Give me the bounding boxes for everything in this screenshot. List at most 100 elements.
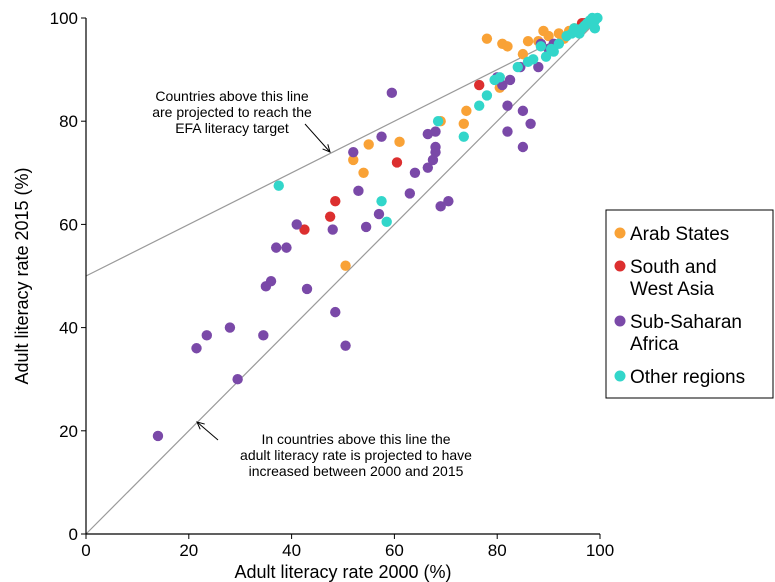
plot-area <box>85 12 603 535</box>
legend-marker <box>614 315 626 327</box>
legend-marker <box>614 370 626 382</box>
y-tick-label: 60 <box>59 215 78 234</box>
data-point <box>502 41 513 52</box>
data-point <box>330 306 341 318</box>
data-point <box>548 46 559 57</box>
annotation-arrowhead <box>196 421 205 430</box>
data-point <box>353 185 364 197</box>
data-point <box>324 211 336 222</box>
annotation-line: increased between 2000 and 2015 <box>249 463 464 479</box>
data-point <box>299 224 310 235</box>
data-point <box>512 61 523 73</box>
data-point <box>525 118 536 129</box>
data-point <box>327 224 338 235</box>
data-point <box>273 180 284 191</box>
legend-label: South and <box>630 257 717 278</box>
data-point <box>152 430 164 442</box>
reference-lines <box>85 17 601 535</box>
y-tick-label: 100 <box>50 9 78 28</box>
data-point <box>481 33 493 44</box>
data-point <box>517 105 529 117</box>
data-point <box>553 38 565 49</box>
data-point <box>394 136 405 148</box>
data-point <box>330 195 341 207</box>
y-axis-ticks: 0 20 40 60 80 100 <box>50 9 86 544</box>
x-tick-label: 0 <box>81 541 90 560</box>
legend-label: Sub-Saharan <box>630 312 742 333</box>
x-axis-ticks: 0 20 40 60 80 100 <box>81 534 614 560</box>
annotation-line: Countries above this line <box>155 88 309 104</box>
data-point <box>191 343 202 354</box>
data-point <box>340 340 351 351</box>
y-tick-label: 40 <box>59 319 78 338</box>
data-point <box>502 100 513 111</box>
x-tick-label: 100 <box>586 541 614 560</box>
data-point <box>265 275 277 287</box>
annotation-line: are projected to reach the <box>152 104 312 120</box>
data-point <box>527 54 539 65</box>
data-point <box>301 283 313 295</box>
legend-marker <box>614 227 626 239</box>
data-point <box>363 139 374 150</box>
data-point <box>348 154 359 166</box>
annotation-arrow <box>304 123 331 153</box>
data-point <box>589 23 601 34</box>
data-point <box>386 87 398 99</box>
x-tick-label: 60 <box>385 541 404 560</box>
data-point <box>461 105 472 117</box>
x-tick-label: 20 <box>179 541 198 560</box>
data-point <box>409 167 421 178</box>
data-point <box>258 330 269 341</box>
data-point <box>474 100 485 111</box>
data-point <box>281 242 292 253</box>
x-tick-label: 40 <box>282 541 301 560</box>
data-point <box>404 188 416 199</box>
data-point <box>376 131 387 142</box>
data-point <box>592 12 603 24</box>
data-point <box>391 157 403 168</box>
y-tick-label: 20 <box>59 422 78 441</box>
data-point <box>201 330 212 341</box>
series-arab-states <box>340 20 590 271</box>
x-axis-title: Adult literacy rate 2000 (%) <box>234 562 451 582</box>
reference-line-2 <box>85 17 601 277</box>
reference-line-1 <box>85 17 601 535</box>
data-point <box>432 116 444 127</box>
series-other-regions <box>273 12 603 228</box>
legend-label: Arab States <box>630 224 729 245</box>
data-point <box>340 260 351 271</box>
data-point <box>458 131 469 142</box>
legend-label: Africa <box>630 334 679 355</box>
annotation-line: adult literacy rate is projected to have <box>240 447 472 463</box>
data-point <box>540 51 552 62</box>
y-axis-title: Adult literacy rate 2015 (%) <box>12 167 32 384</box>
data-point <box>224 322 236 333</box>
data-points <box>152 12 603 442</box>
data-point <box>422 162 434 173</box>
annotation-line: EFA literacy target <box>175 120 289 136</box>
legend-label: West Asia <box>630 279 715 300</box>
y-tick-label: 80 <box>59 112 78 131</box>
data-point <box>494 72 505 83</box>
annotation-line: In countries above this line the <box>261 431 450 447</box>
data-point <box>504 74 516 86</box>
data-point <box>481 90 493 101</box>
data-point <box>458 118 469 129</box>
data-point <box>348 146 359 158</box>
data-point <box>502 126 513 137</box>
y-tick-label: 0 <box>69 525 78 544</box>
legend-label: Other regions <box>630 367 745 388</box>
legend-marker <box>614 260 626 272</box>
legend-box <box>605 209 774 399</box>
data-point <box>543 30 554 42</box>
data-point <box>360 221 372 233</box>
x-tick-label: 80 <box>488 541 507 560</box>
data-point <box>517 48 529 60</box>
data-point <box>430 141 441 153</box>
